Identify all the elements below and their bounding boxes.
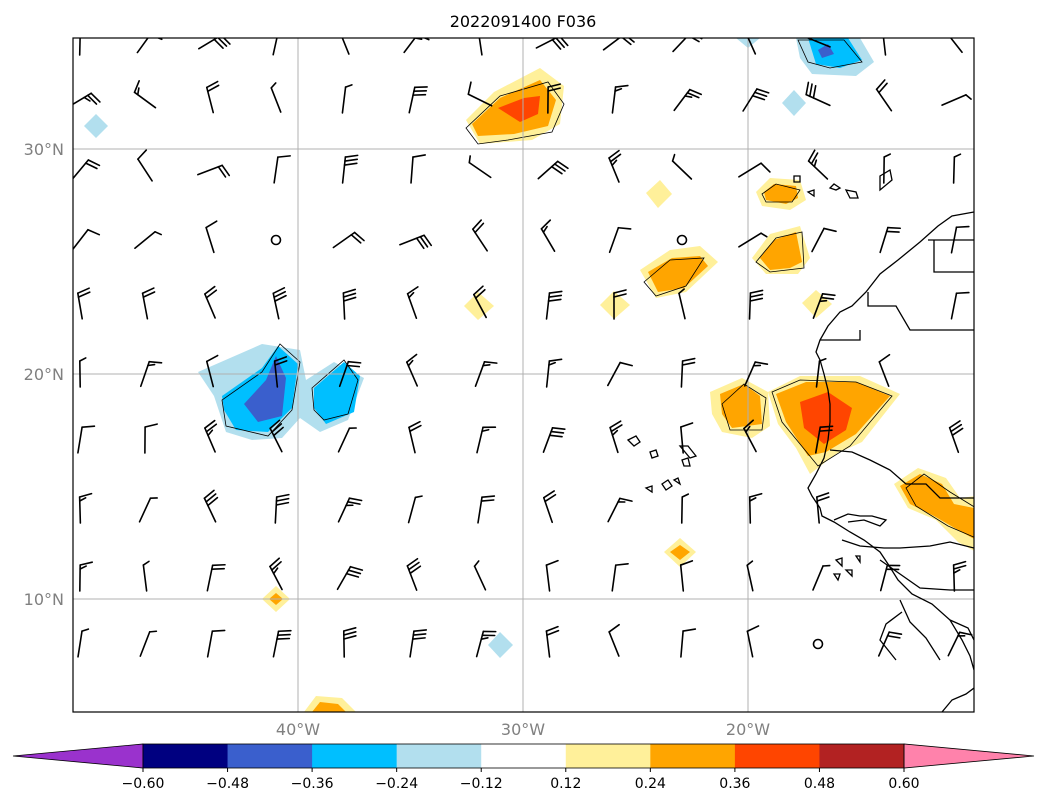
- colorbar-bin: [312, 744, 397, 768]
- colorbar-tick-label: 0.24: [635, 776, 666, 792]
- colorbar-bin: [566, 744, 651, 768]
- colorbar-bin: [228, 744, 313, 768]
- latitude-labels: 30°N 20°N 10°N: [24, 140, 64, 609]
- colorbar-tick-label: −0.60: [122, 776, 165, 792]
- figure-title: 2022091400 F036: [450, 12, 597, 31]
- colorbar-bin: [481, 744, 566, 768]
- colorbar-bins: [13, 744, 1034, 768]
- lon-label-40w: 40°W: [276, 720, 320, 739]
- colorbar-tick-label: 0.48: [804, 776, 835, 792]
- colorbar-under-arrow: [13, 744, 143, 768]
- colorbar-tick-label: −0.24: [375, 776, 418, 792]
- colorbar-bin: [143, 744, 228, 768]
- colorbar-bin: [735, 744, 820, 768]
- colorbar-tick-label: −0.48: [206, 776, 249, 792]
- longitude-labels: 40°W 30°W 20°W: [276, 720, 770, 739]
- colorbar-tick-label: −0.36: [291, 776, 334, 792]
- colorbar: −0.60 −0.48 −0.36 −0.24 −0.12 0.12 0.24 0.36 0.4…: [13, 744, 1034, 792]
- colorbar-tick-label: 0.60: [888, 776, 919, 792]
- lat-label-20n: 20°N: [24, 365, 64, 384]
- colorbar-bin: [819, 744, 904, 768]
- lon-label-20w: 20°W: [726, 720, 770, 739]
- colorbar-tick-label: 0.12: [550, 776, 581, 792]
- map-figure: 2022091400 F036: [0, 0, 1047, 805]
- colorbar-ticks: −0.60 −0.48 −0.36 −0.24 −0.12 0.12 0.24 0.36 0.4…: [122, 768, 920, 792]
- colorbar-bin: [397, 744, 482, 768]
- colorbar-over-arrow: [904, 744, 1034, 768]
- lat-label-10n: 10°N: [24, 590, 64, 609]
- colorbar-tick-label: −0.12: [460, 776, 503, 792]
- lon-label-30w: 30°W: [501, 720, 545, 739]
- lat-label-30n: 30°N: [24, 140, 64, 159]
- colorbar-tick-label: 0.36: [719, 776, 750, 792]
- colorbar-bin: [650, 744, 735, 768]
